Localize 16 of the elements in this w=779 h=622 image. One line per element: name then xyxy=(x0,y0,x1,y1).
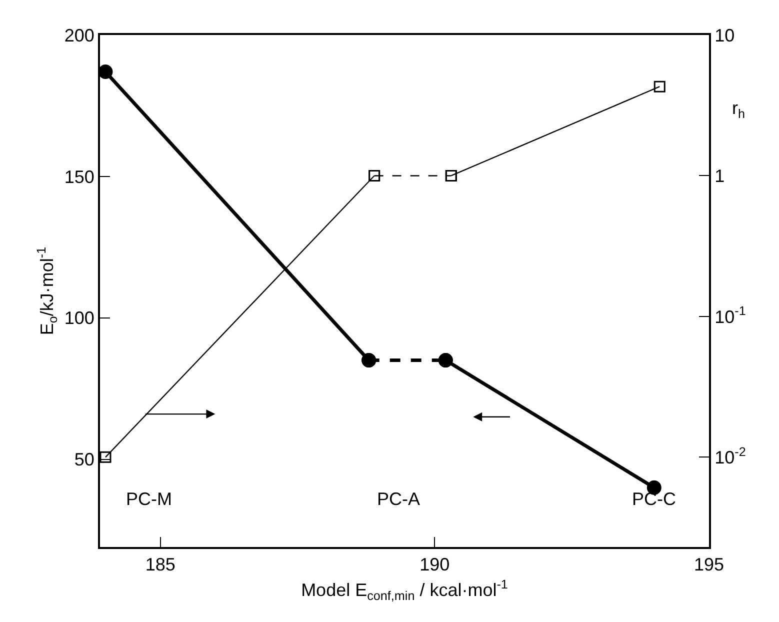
x-axis-title: Model E$_{conf,min}$ / kcal·mol$^{-1}$ xyxy=(301,578,508,603)
x-tick-label: 190 xyxy=(420,554,450,575)
annotation: PC-C xyxy=(632,489,676,509)
y2-tick-label: 10$^{-1}$ xyxy=(714,304,746,327)
annotation: PC-A xyxy=(377,489,420,509)
y-tick-label: 200 xyxy=(64,25,94,46)
x-tick-label: 195 xyxy=(694,554,724,575)
y2-tick-label: 10$^{-2}$ xyxy=(714,444,746,468)
y-tick-label: 50 xyxy=(74,450,94,470)
y2-tick-label: 1 xyxy=(714,166,725,186)
y-tick-label: 100 xyxy=(64,308,94,328)
y2-tick-label: 10 xyxy=(714,25,735,46)
annotation: PC-M xyxy=(126,489,172,509)
y2-axis-title: r$_{h}$ xyxy=(732,98,746,121)
y-tick-label: 150 xyxy=(64,166,94,187)
x-tick-label: 185 xyxy=(145,554,176,575)
